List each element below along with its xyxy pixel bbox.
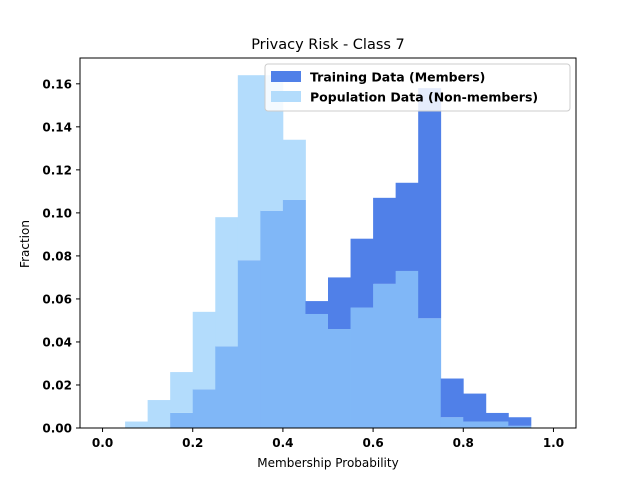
y-tick-label: 0.10: [42, 206, 72, 220]
bar-overlap-bin-3: [170, 412, 194, 428]
bar-overlap-bin-18: [508, 425, 532, 428]
bar-overlap-bin-11: [350, 307, 374, 428]
legend-box: [264, 63, 571, 112]
x-tick-label: 0.6: [362, 436, 383, 450]
bar-population-bin-6: [237, 75, 261, 261]
bar-training-bin-14: [418, 88, 442, 319]
bar-training-bin-17: [485, 412, 509, 422]
bar-population-bin-8: [282, 139, 306, 200]
bar-overlap-bin-13: [395, 270, 419, 428]
y-tick-label: 0.02: [42, 378, 72, 392]
legend-label-1: Population Data (Non-members): [310, 90, 538, 105]
y-tick-label: 0.00: [42, 422, 72, 436]
bar-overlap-bin-7: [260, 210, 284, 428]
y-tick-label: 0.08: [42, 249, 72, 263]
bar-training-bin-9: [305, 301, 329, 314]
bar-training-bin-12: [373, 197, 397, 284]
legend-swatch-0: [271, 71, 301, 82]
axes-layer: 0.0 0.2 0.4 0.6 0.8 1.0 0.00 0.02 0.04 0.06 0.08 0.…: [42, 57, 577, 450]
bar-overlap-bin-14: [418, 318, 442, 428]
x-tick-label: 0.8: [453, 436, 474, 450]
bar-overlap-bin-9: [305, 313, 329, 428]
bar-overlap-bin-8: [282, 199, 306, 428]
bar-overlap-bin-16: [463, 421, 487, 428]
bar-training-bin-16: [463, 393, 487, 422]
y-tick-label: 0.12: [42, 163, 72, 177]
legend-label-0: Training Data (Members): [310, 70, 485, 85]
legend: Training Data (Members) Population Data (…: [264, 63, 571, 112]
chart-title: Privacy Risk - Class 7: [251, 37, 405, 53]
plot-frame: [79, 57, 577, 429]
y-tick-label: 0.16: [42, 77, 72, 91]
y-tick-label: 0.14: [42, 120, 72, 134]
bar-overlap-bin-12: [373, 283, 397, 428]
x-tick-label: 0.0: [92, 436, 113, 450]
bar-population-bin-2: [147, 400, 171, 428]
y-axis-label: Fraction: [18, 220, 32, 268]
bar-overlap-bin-10: [328, 329, 351, 428]
x-tick-label: 0.2: [182, 436, 203, 450]
bar-population-bin-5: [215, 217, 239, 347]
bar-population-bin-4: [192, 311, 216, 390]
bar-training-bin-10: [328, 277, 351, 330]
bar-training-bin-11: [350, 238, 374, 308]
bar-overlap-bin-6: [237, 260, 261, 428]
bar-training-bin-15: [440, 378, 464, 418]
bars-layer: [125, 75, 532, 428]
legend-swatch-1: [271, 91, 301, 102]
x-axis-label: Membership Probability: [257, 456, 398, 470]
y-tick-label: 0.06: [42, 292, 72, 306]
bar-population-bin-1: [125, 421, 149, 428]
x-tick-label: 0.4: [272, 436, 293, 450]
bar-training-bin-13: [395, 182, 419, 271]
bar-overlap-bin-15: [440, 417, 464, 428]
bar-training-bin-18: [508, 417, 532, 426]
bar-overlap-bin-17: [485, 421, 509, 428]
y-tick-label: 0.04: [42, 335, 72, 349]
x-tick-label: 1.0: [543, 436, 564, 450]
bar-overlap-bin-5: [215, 346, 239, 428]
bar-overlap-bin-4: [192, 389, 216, 428]
bar-population-bin-3: [170, 372, 194, 413]
